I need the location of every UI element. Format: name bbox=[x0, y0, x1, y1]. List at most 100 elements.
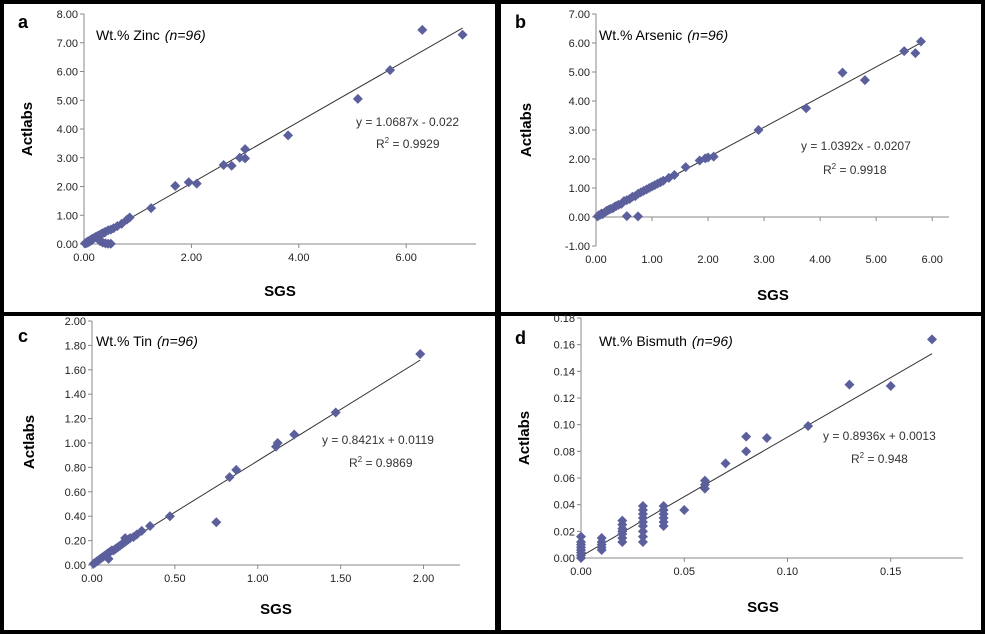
y-tick-label: 0.16 bbox=[554, 340, 575, 352]
y-tick-label: 4.00 bbox=[569, 96, 590, 108]
data-point bbox=[146, 203, 157, 214]
data-point bbox=[136, 525, 147, 536]
y-tick-label: 0.60 bbox=[65, 487, 86, 499]
data-point bbox=[415, 348, 426, 359]
chart-d: 0.00 0.02 0.04 0.06 0.08 0.10 0.12 0.14 0.16 0.18… bbox=[515, 313, 963, 616]
data-point bbox=[183, 177, 194, 188]
data-point bbox=[885, 381, 896, 391]
chart-title-n: (n=96) bbox=[165, 27, 206, 43]
r-squared-sup: 2 bbox=[385, 136, 390, 145]
r-squared-label: R bbox=[349, 456, 358, 470]
data-point bbox=[753, 125, 764, 135]
r-squared-label: R bbox=[851, 452, 860, 466]
y-tick-label: 0.00 bbox=[65, 560, 86, 572]
data-point bbox=[330, 407, 341, 418]
x-tick-label: 2.00 bbox=[181, 252, 202, 264]
data-point bbox=[417, 24, 428, 35]
y-tick-label: 7.00 bbox=[569, 9, 590, 21]
regression-equation: y = 0.8421x + 0.0119 bbox=[322, 433, 434, 447]
data-point bbox=[637, 531, 648, 542]
x-tick-label: 5.00 bbox=[865, 254, 886, 266]
regression-equation: y = 0.8936x + 0.0013 bbox=[823, 429, 936, 443]
chart-title: Wt.% Arsenic (n=96) bbox=[599, 27, 728, 43]
y-tick-label: 3.00 bbox=[569, 125, 590, 137]
panel-letter: c bbox=[18, 326, 28, 346]
panel-letter: b bbox=[515, 12, 526, 32]
chart-title-text: Wt.% Bismuth bbox=[599, 333, 687, 349]
x-tick-label: 0.05 bbox=[674, 566, 695, 578]
r-squared: R2 = 0.9918 bbox=[823, 162, 887, 177]
data-point bbox=[637, 501, 648, 511]
data-point bbox=[927, 334, 938, 345]
y-tick-label: 0.14 bbox=[554, 366, 575, 378]
chart-a: 0.00 1.00 2.00 3.00 4.00 5.00 6.00 7.00 8.00 0.00… bbox=[18, 9, 476, 300]
data-point bbox=[272, 438, 283, 448]
chart-title-text: Wt.% Zinc bbox=[96, 27, 160, 43]
x-tick-label: 3.00 bbox=[753, 254, 774, 266]
chart-title: Wt.% Zinc (n=96) bbox=[96, 27, 206, 43]
y-tick-label: 2.00 bbox=[57, 182, 78, 194]
y-tick-label: 1.40 bbox=[65, 389, 86, 401]
data-point bbox=[837, 67, 848, 78]
data-point bbox=[283, 130, 294, 141]
r-squared-value: = 0.9918 bbox=[836, 163, 887, 177]
data-point bbox=[708, 151, 719, 162]
x-tick-label: 0.50 bbox=[164, 573, 185, 585]
x-tick-label: 0.00 bbox=[570, 566, 591, 578]
r-squared-sup: 2 bbox=[832, 162, 837, 171]
data-point bbox=[633, 211, 644, 222]
regression-line bbox=[91, 359, 421, 564]
y-tick-label: 1.00 bbox=[65, 438, 86, 450]
data-point bbox=[224, 472, 235, 483]
data-point bbox=[596, 533, 607, 543]
data-point bbox=[669, 169, 680, 180]
y-tick-label: 0.10 bbox=[554, 420, 575, 432]
data-point bbox=[844, 379, 855, 390]
y-tick-label: 5.00 bbox=[569, 67, 590, 79]
y-tick-label: 0.02 bbox=[554, 526, 575, 538]
data-point bbox=[621, 211, 632, 222]
x-axis-title: SGS bbox=[757, 287, 789, 304]
y-tick-label: 0.18 bbox=[554, 313, 575, 325]
data-point bbox=[191, 178, 202, 189]
x-tick-label: 1.50 bbox=[330, 573, 351, 585]
data-point bbox=[457, 29, 468, 40]
y-tick-label: 1.00 bbox=[569, 183, 590, 195]
r-squared-sup: 2 bbox=[358, 455, 363, 464]
panel-letter: a bbox=[18, 12, 29, 32]
y-tick-label: 0.40 bbox=[65, 511, 86, 523]
chart-panel-d: 0.00 0.02 0.04 0.06 0.08 0.10 0.12 0.14 0.16 0.18… bbox=[499, 313, 985, 634]
data-point bbox=[164, 511, 175, 522]
x-tick-label: 2.00 bbox=[697, 254, 718, 266]
y-tick-label: 1.20 bbox=[65, 414, 86, 426]
data-point bbox=[289, 429, 300, 440]
y-tick-label: 0.12 bbox=[554, 393, 575, 405]
x-axis-title: SGS bbox=[264, 283, 296, 300]
regression-equation: y = 1.0687x - 0.022 bbox=[356, 115, 459, 129]
y-tick-label: 2.00 bbox=[569, 154, 590, 166]
y-tick-label: 7.00 bbox=[57, 38, 78, 50]
data-point bbox=[240, 153, 251, 164]
chart-title-n: (n=96) bbox=[687, 27, 728, 43]
x-tick-label: 6.00 bbox=[395, 252, 416, 264]
y-tick-label: 1.00 bbox=[57, 210, 78, 222]
x-tick-label: 4.00 bbox=[809, 254, 830, 266]
y-tick-label: 8.00 bbox=[57, 9, 78, 21]
y-axis-title: Actlabs bbox=[516, 411, 533, 465]
data-point bbox=[103, 553, 114, 564]
y-tick-label: 1.80 bbox=[65, 340, 86, 352]
data-point bbox=[616, 198, 627, 209]
data-point bbox=[679, 505, 690, 515]
chart-panel-b: -1.00 0.00 1.00 2.00 3.00 4.00 5.00 6.00 7.00 0.0… bbox=[499, 0, 985, 316]
data-point bbox=[576, 531, 586, 542]
x-tick-label: 0.10 bbox=[777, 566, 798, 578]
x-tick-label: 2.00 bbox=[413, 573, 434, 585]
x-tick-label: 0.15 bbox=[880, 566, 901, 578]
data-point bbox=[576, 537, 586, 547]
data-point bbox=[211, 517, 222, 528]
data-point bbox=[910, 48, 921, 59]
x-axis-title: SGS bbox=[260, 601, 292, 618]
panel-letter: d bbox=[515, 328, 526, 348]
y-tick-label: 1.60 bbox=[65, 365, 86, 377]
r-squared: R2 = 0.9929 bbox=[376, 136, 440, 151]
